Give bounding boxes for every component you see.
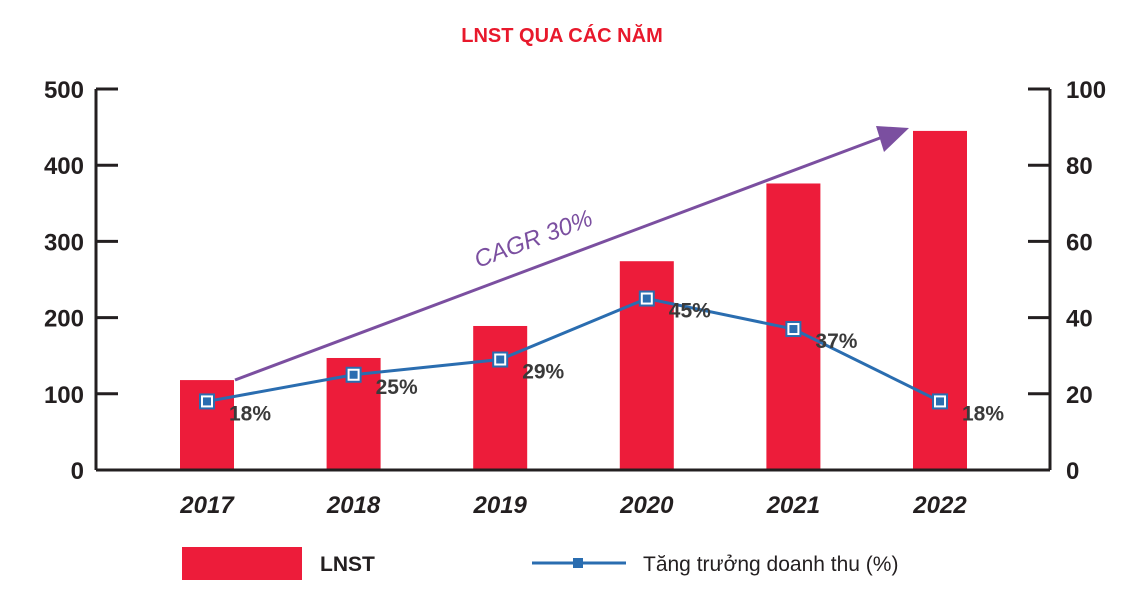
legend-swatch-lnst: [182, 547, 302, 580]
growth-marker: [496, 355, 505, 364]
x-tick-label: 2018: [326, 492, 381, 519]
bar-2022: [913, 130, 967, 470]
bars-layer: [180, 130, 967, 470]
cagr-arrow: [234, 136, 881, 382]
growth-line-layer: 18% 25% 29% 45% 37% 18%: [199, 290, 1004, 425]
growth-data-label: 25%: [376, 376, 418, 399]
growth-marker: [789, 325, 798, 334]
left-tick-label: 200: [44, 306, 84, 333]
growth-marker: [936, 397, 944, 406]
x-tick-label: 2020: [619, 492, 674, 519]
axes-layer: 0 100 200 300 400 500 0 20 40 60 80 100 2017 2018 2019…: [44, 77, 1106, 519]
legend: LNST Tăng trưởng doanh thu (%): [182, 547, 898, 580]
growth-data-label: 37%: [815, 330, 857, 353]
right-tick-label: 60: [1066, 229, 1093, 256]
left-tick-label: 0: [71, 458, 84, 485]
growth-data-label: 45%: [669, 300, 711, 323]
left-tick-label: 100: [44, 382, 84, 409]
right-tick-label: 0: [1066, 458, 1079, 485]
x-tick-label: 2022: [912, 492, 967, 519]
growth-line: [206, 296, 941, 403]
right-tick-label: 40: [1066, 306, 1093, 333]
growth-data-label: 18%: [229, 402, 271, 425]
x-tick-label: 2019: [473, 492, 528, 519]
right-tick-label: 20: [1066, 382, 1093, 409]
legend-label-lnst: LNST: [320, 553, 375, 576]
legend-label-growth: Tăng trưởng doanh thu (%): [643, 553, 898, 576]
x-tick-label: 2017: [179, 492, 235, 519]
left-tick-label: 500: [44, 77, 84, 104]
cagr-label: CAGR 30%: [471, 205, 597, 274]
x-tick-label: 2021: [766, 492, 820, 519]
right-tick-label: 100: [1066, 77, 1106, 104]
growth-marker: [642, 294, 651, 303]
cagr-arrow-head: [876, 126, 909, 152]
growth-data-label: 18%: [962, 402, 1004, 425]
chart-title: LNST QUA CÁC NĂM: [461, 24, 662, 47]
growth-marker: [203, 397, 211, 406]
left-tick-label: 400: [44, 153, 84, 180]
left-tick-label: 300: [44, 229, 84, 256]
legend-marker-growth: [573, 558, 583, 568]
right-tick-label: 80: [1066, 153, 1093, 180]
growth-marker: [349, 370, 358, 379]
growth-data-label: 29%: [522, 361, 564, 384]
bar-2019: [473, 325, 528, 470]
